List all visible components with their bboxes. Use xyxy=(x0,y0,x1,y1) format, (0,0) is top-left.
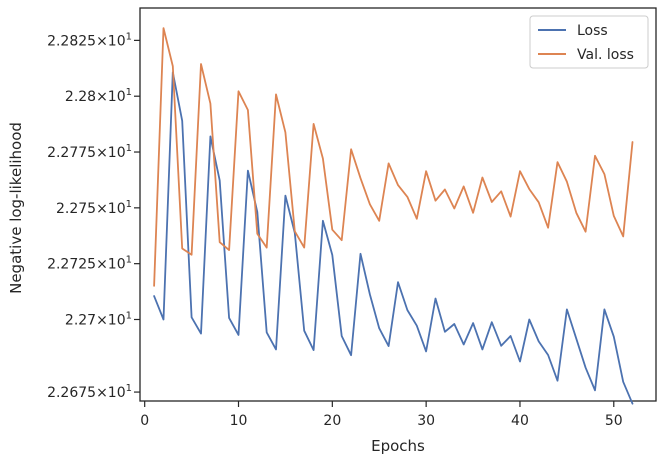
y-tick-label: 2.2825×101 xyxy=(47,31,132,49)
x-tick-label: 10 xyxy=(230,413,248,429)
y-tick-exponent: 1 xyxy=(126,87,132,98)
y-tick-label: 2.2725×101 xyxy=(47,255,132,273)
y-tick-exponent: 1 xyxy=(126,31,132,42)
y-tick-label: 2.27×101 xyxy=(65,310,132,328)
x-axis-ticks: 0 10 20 30 40 50 xyxy=(140,401,623,429)
y-tick-label: 2.275×101 xyxy=(56,199,132,217)
legend: Loss Val. loss xyxy=(529,15,649,69)
series-layer xyxy=(153,27,634,405)
y-tick-exponent: 1 xyxy=(126,310,132,321)
series-line-val-loss xyxy=(153,27,634,287)
y-tick-label: 2.28×101 xyxy=(65,87,132,105)
y-tick-mantissa: 2.2725 xyxy=(47,257,96,273)
x-tick-label: 50 xyxy=(605,413,623,429)
y-tick-label: 2.2675×101 xyxy=(47,383,132,401)
x-tick-label: 20 xyxy=(323,413,341,429)
legend-label-loss: Loss xyxy=(577,23,608,39)
plot-area xyxy=(139,7,657,402)
y-axis-title: Negative log-likelihood xyxy=(7,122,25,294)
y-tick-mantissa: 2.275 xyxy=(56,201,96,217)
y-tick-mantissa: 2.28 xyxy=(65,89,96,105)
y-tick-exponent: 1 xyxy=(126,255,132,266)
x-tick-label: 30 xyxy=(417,413,435,429)
y-tick-exponent: 1 xyxy=(126,143,132,154)
y-tick-exponent: 1 xyxy=(126,199,132,210)
series-line-loss xyxy=(153,71,634,405)
legend-label-val-loss: Val. loss xyxy=(577,47,634,63)
y-tick-label: 2.2775×101 xyxy=(47,143,132,161)
y-tick-mantissa: 2.27 xyxy=(65,312,96,328)
y-tick-mantissa: 2.2675 xyxy=(47,385,96,401)
x-axis-title: Epochs xyxy=(371,437,425,455)
x-tick-label: 0 xyxy=(140,413,149,429)
x-tick-label: 40 xyxy=(511,413,529,429)
y-tick-mantissa: 2.2825 xyxy=(47,33,96,49)
y-tick-mantissa: 2.2775 xyxy=(47,145,96,161)
y-tick-exponent: 1 xyxy=(126,383,132,394)
y-axis-ticks: 2.2675×1012.27×1012.2725×1012.275×1012.2… xyxy=(47,31,140,401)
